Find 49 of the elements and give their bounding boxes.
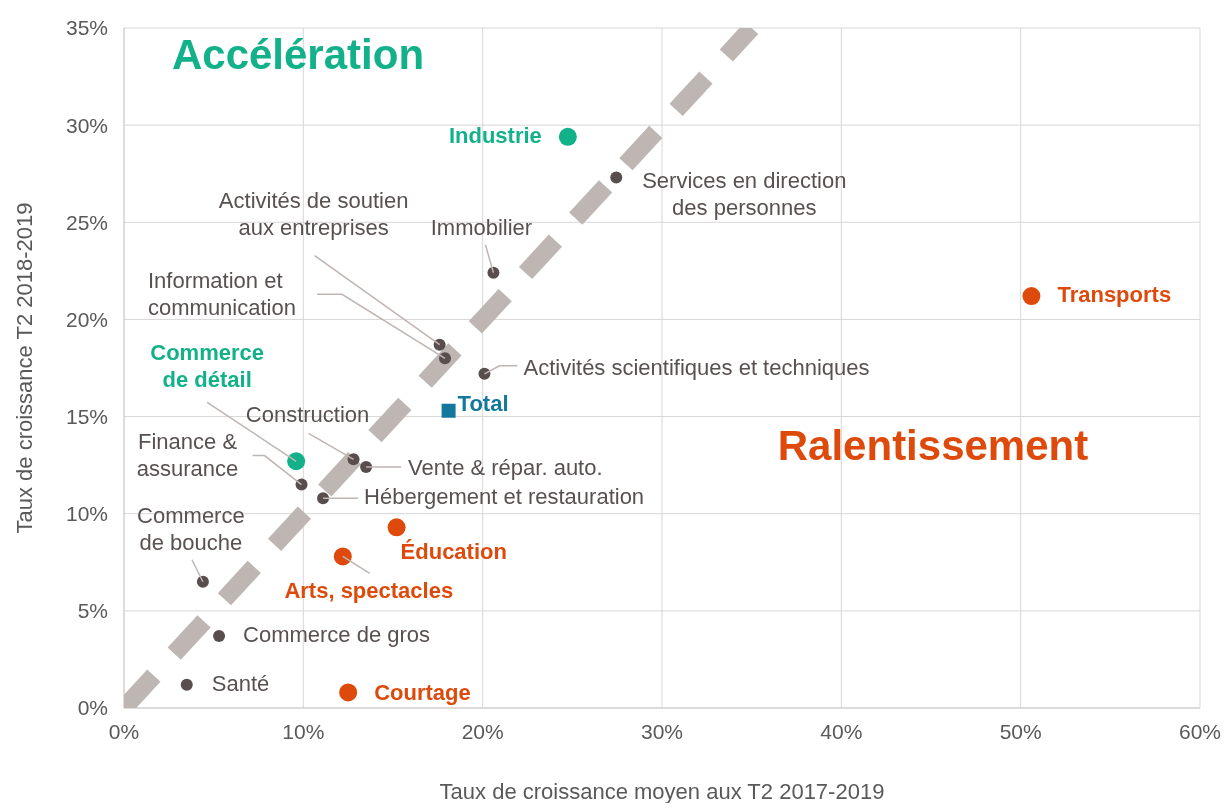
- x-tick-label: 60%: [1178, 719, 1222, 743]
- point: [387, 518, 406, 537]
- y-tick-label: 0%: [77, 696, 108, 720]
- y-tick-label: 15%: [65, 405, 108, 429]
- annotation: Commerce de détail: [150, 340, 265, 393]
- annotation: Industrie: [448, 122, 542, 148]
- point: [558, 127, 577, 146]
- y-tick-label: 25%: [65, 210, 108, 234]
- x-tick-label: 40%: [820, 719, 863, 743]
- x-tick-label: 10%: [282, 719, 325, 743]
- annotation: Commerce de bouche: [137, 502, 245, 555]
- annotation: Commerce de gros: [243, 621, 431, 647]
- annotation: Activités de soutien aux entreprises: [218, 187, 409, 240]
- annotation: Information et communication: [148, 268, 296, 321]
- x-tick-label: 20%: [461, 719, 504, 743]
- annotation: Services en direction des personnes: [642, 167, 847, 220]
- annotation: Arts, spectacles: [284, 578, 454, 604]
- annotation: Activités scientifiques et techniques: [523, 354, 870, 380]
- point: [439, 352, 452, 365]
- y-tick-label: 5%: [77, 599, 108, 623]
- annotation: Construction: [245, 402, 370, 428]
- annotation: Total: [457, 390, 509, 416]
- y-axis-title: Taux de croissance T2 2018-2019: [11, 202, 37, 534]
- point: [287, 452, 306, 471]
- annotation: Santé: [211, 670, 270, 696]
- annotation: Courtage: [374, 680, 471, 706]
- x-axis-title: Taux de croissance moyen aux T2 2017-2019: [439, 779, 885, 804]
- annotation: Transports: [1057, 281, 1172, 307]
- point: [610, 171, 623, 184]
- annotation: Vente & répar. auto.: [408, 454, 603, 480]
- annotation: Immobilier: [430, 214, 533, 240]
- annotation: Accélération: [171, 31, 425, 79]
- x-tick-label: 50%: [999, 719, 1042, 743]
- point: [1022, 287, 1041, 306]
- y-tick-label: 10%: [65, 502, 108, 526]
- annotation: Ralentissement: [777, 422, 1089, 470]
- y-tick-label: 35%: [65, 16, 108, 40]
- point: [213, 630, 226, 643]
- x-tick-label: 0%: [108, 719, 140, 743]
- point: [441, 403, 456, 418]
- point: [180, 678, 193, 691]
- y-tick-label: 20%: [65, 307, 108, 331]
- annotation: Hébergement et restauration: [364, 483, 645, 509]
- annotation: Finance & assurance: [136, 428, 239, 481]
- point: [339, 683, 358, 702]
- annotation: Éducation: [400, 539, 507, 565]
- y-tick-label: 30%: [65, 113, 108, 137]
- x-tick-label: 30%: [640, 719, 684, 743]
- point: [333, 547, 352, 566]
